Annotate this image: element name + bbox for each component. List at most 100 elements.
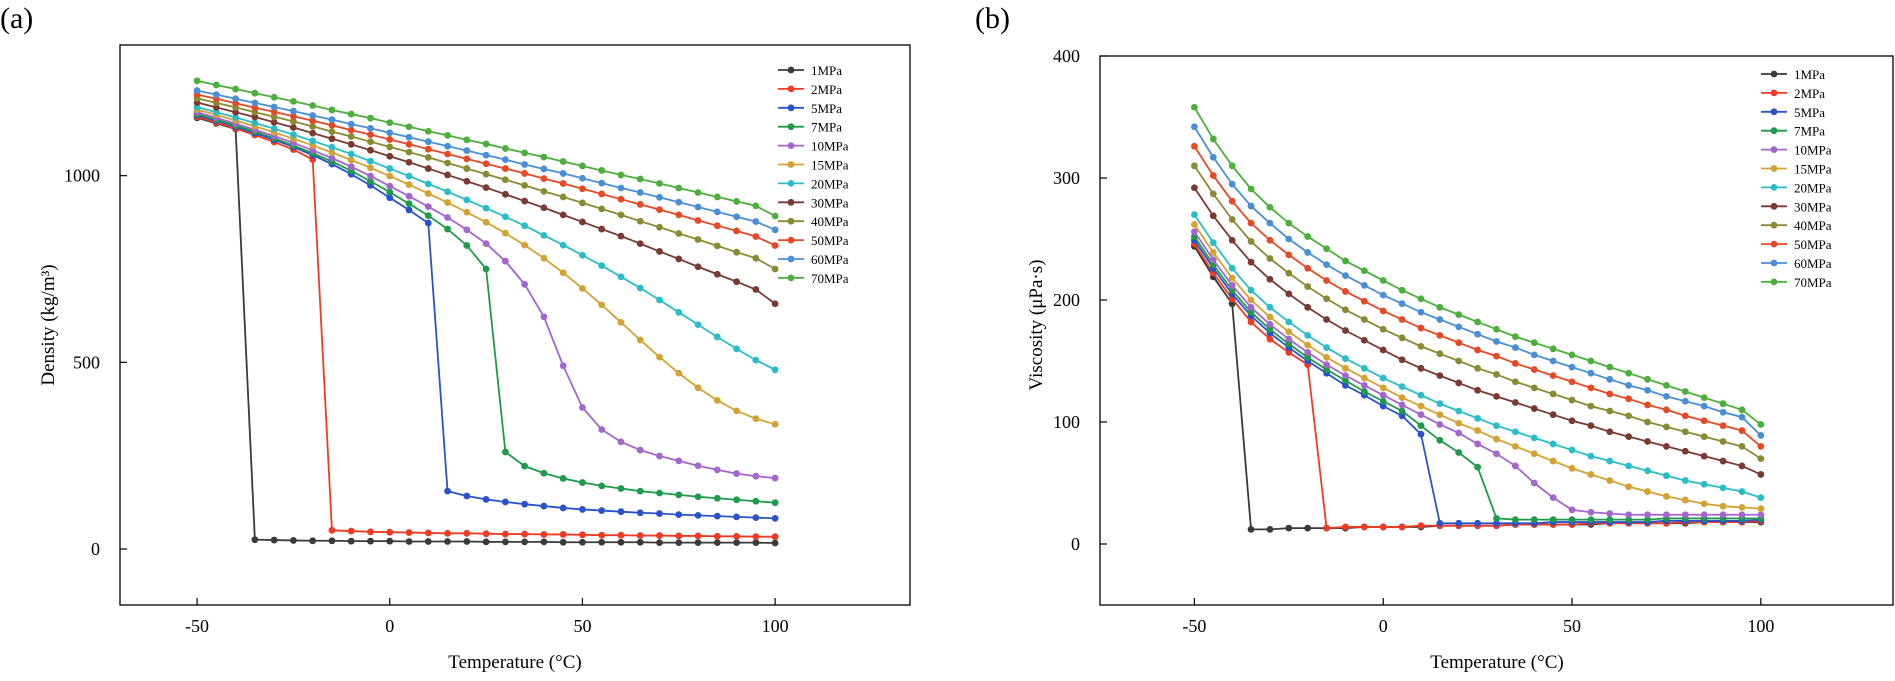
panel-a-series-line-1mpa	[196, 116, 776, 544]
legend-label-30mpa: 30MPa	[1794, 199, 1832, 214]
panel-a-data-point-7mpa	[752, 497, 760, 505]
panel-a-data-point-40mpa	[309, 122, 317, 130]
panel-b-data-point-20mpa	[1644, 467, 1651, 475]
panel-b-data-point-20mpa	[1757, 494, 1765, 502]
panel-a-data-point-1mpa	[290, 537, 297, 544]
panel-a-data-point-70mpa	[463, 136, 471, 144]
panel-b-data-point-50mpa	[1209, 172, 1217, 179]
panel-b-data-point-60mpa	[1738, 413, 1746, 421]
panel-a-data-point-20mpa	[656, 296, 663, 304]
panel-a-data-point-60mpa	[501, 156, 509, 164]
panel-b-data-point-40mpa	[1417, 342, 1425, 350]
panel-b-data-point-15mpa	[1719, 502, 1727, 510]
panel-a-plot-frame	[119, 44, 911, 606]
panel-b-data-point-15mpa	[1247, 296, 1255, 304]
panel-a-data-point-50mpa	[521, 170, 529, 177]
panel-a-data-point-50mpa	[482, 160, 490, 168]
panel-a-data-point-2mpa	[482, 530, 490, 538]
panel-a-data-point-10mpa	[444, 214, 451, 221]
panel-b-data-point-50mpa	[1587, 384, 1595, 392]
panel-a-series	[193, 77, 779, 547]
panel-b-data-point-40mpa	[1360, 316, 1368, 323]
panel-a-data-point-50mpa	[405, 140, 413, 148]
panel-a-data-point-40mpa	[482, 170, 490, 178]
panel-b-data-point-2mpa	[1323, 524, 1330, 532]
panel-b-data-point-15mpa	[1606, 477, 1614, 484]
panel-a-data-point-40mpa	[290, 118, 297, 125]
panel-a-data-point-20mpa	[347, 150, 355, 158]
panel-a-data-point-70mpa	[771, 212, 779, 220]
panel-a-data-point-30mpa	[347, 140, 355, 148]
panel-b-data-point-70mpa	[1474, 318, 1482, 326]
legend-marker-7mpa	[1770, 127, 1778, 135]
panel-b-data-point-20mpa	[1323, 344, 1330, 351]
panel-b-data-point-1mpa	[1266, 525, 1274, 533]
panel-a-data-point-40mpa	[598, 205, 606, 213]
panel-b-data-point-30mpa	[1360, 336, 1368, 344]
panel-a-data-point-70mpa	[598, 167, 606, 174]
panel-b-data-point-40mpa	[1474, 364, 1482, 372]
legend-marker-1mpa	[1770, 70, 1778, 78]
panel-b-data-point-50mpa	[1738, 427, 1746, 434]
panel-a-data-point-70mpa	[251, 89, 259, 97]
panel-a-data-point-1mpa	[424, 538, 432, 545]
legend-label-30mpa: 30MPa	[811, 195, 849, 210]
panel-b-series-line-50mpa	[1193, 145, 1762, 448]
panel-b-data-point-40mpa	[1209, 190, 1217, 198]
panel-b-data-point-40mpa	[1247, 238, 1255, 245]
panel-a-data-point-2mpa	[636, 532, 644, 539]
panel-b-data-point-10mpa	[1436, 421, 1444, 428]
panel-b-data-point-70mpa	[1493, 325, 1500, 333]
panel-b-data-point-10mpa	[1568, 506, 1576, 514]
panel-a-data-point-15mpa	[386, 172, 394, 180]
panel-a-data-point-1mpa	[559, 538, 567, 546]
panel-a-data-point-2mpa	[598, 531, 606, 539]
panel-b-data-point-15mpa	[1493, 435, 1500, 443]
panel-b-data-point-30mpa	[1681, 447, 1689, 455]
panel-a-data-point-60mpa	[482, 151, 490, 159]
panel-a-data-point-30mpa	[482, 184, 490, 192]
panel-a-data-point-70mpa	[540, 153, 548, 161]
panel-b-data-point-2mpa	[1360, 523, 1368, 531]
panel-b-data-point-30mpa	[1493, 392, 1500, 400]
panel-b-data-point-7mpa	[1247, 308, 1255, 316]
panel-b-data-point-30mpa	[1474, 386, 1482, 394]
legend-label-20mpa: 20MPa	[811, 176, 849, 191]
panel-a-data-point-30mpa	[675, 255, 683, 263]
panel-a-data-point-30mpa	[424, 165, 432, 172]
panel-a-data-point-2mpa	[328, 526, 336, 534]
panel-b-data-point-2mpa	[1417, 522, 1425, 530]
panel-b-data-point-10mpa	[1663, 511, 1670, 519]
panel-a-data-point-15mpa	[540, 254, 548, 262]
panel-b-data-point-15mpa	[1757, 505, 1765, 513]
panel-b-data-point-15mpa	[1530, 450, 1538, 458]
panel-b-data-point-30mpa	[1700, 452, 1708, 460]
legend-label-7mpa: 7MPa	[1794, 124, 1825, 139]
panel-b-data-point-60mpa	[1719, 408, 1727, 416]
panel-a-data-point-2mpa	[463, 529, 471, 537]
panel-a-data-point-70mpa	[521, 149, 529, 157]
panel-b-data-point-40mpa	[1285, 269, 1293, 277]
panel-b-data-point-20mpa	[1455, 407, 1463, 415]
panel-b-data-point-15mpa	[1587, 471, 1595, 478]
panel-b-data-point-10mpa	[1304, 349, 1312, 356]
panel-a-data-point-1mpa	[598, 538, 606, 546]
panel-a-data-point-1mpa	[367, 537, 374, 545]
panel-a-data-point-15mpa	[694, 384, 702, 392]
panel-b-data-point-20mpa	[1266, 303, 1274, 311]
panel-a-data-point-50mpa	[270, 108, 278, 116]
legend-marker-10mpa	[1770, 146, 1778, 154]
panel-a-data-point-70mpa	[579, 162, 586, 170]
panel-a-data-point-2mpa	[501, 530, 509, 538]
panel-b-data-point-7mpa	[1474, 463, 1482, 471]
panel-b-y-tick-label: 400	[1053, 46, 1080, 66]
panel-a-data-point-60mpa	[752, 218, 760, 225]
panel-a-data-point-7mpa	[424, 212, 432, 220]
panel-a-y-tick-label: 0	[91, 539, 100, 559]
panel-a-data-point-50mpa	[309, 117, 317, 125]
panel-b-data-point-70mpa	[1228, 162, 1236, 170]
panel-a-data-point-10mpa	[405, 192, 413, 200]
panel-b-data-point-7mpa	[1455, 449, 1463, 456]
legend-label-10mpa: 10MPa	[811, 139, 849, 154]
panel-a-data-point-15mpa	[482, 218, 490, 226]
